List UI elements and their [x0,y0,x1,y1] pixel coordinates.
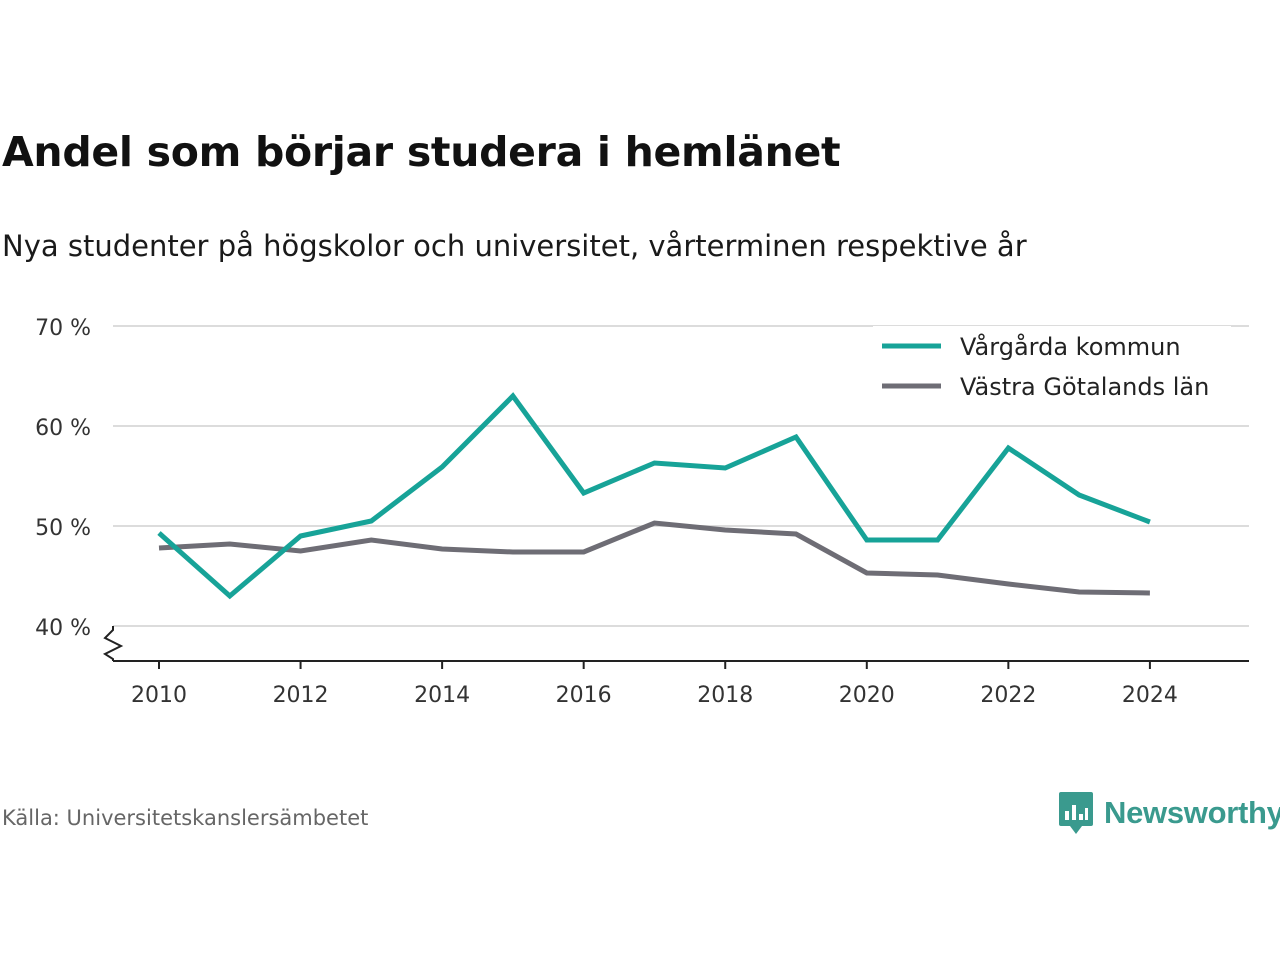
y-tick-label: 60 % [35,416,91,441]
source-note: Källa: Universitetskanslersämbetet [2,806,369,830]
x-tick-label: 2022 [980,683,1036,708]
chart-subtitle: Nya studenter på högskolor och universit… [2,229,1027,263]
series-line-2 [158,520,1150,596]
y-axis-break-icon [102,626,124,661]
brand-logo: Newsworthy [1058,790,1280,836]
brand-name: Newsworthy [1104,795,1280,830]
x-tick-label: 2020 [839,683,895,708]
legend-label-1: Vårgårda kommun [960,332,1181,361]
x-tick-label: 2016 [556,683,612,708]
legend-label-2: Västra Götalands län [960,373,1209,401]
legend-background [873,326,1231,412]
chart-title: Andel som börjar studera i hemlänet [2,128,841,176]
x-tick-label: 2010 [131,683,187,708]
x-tick-label: 2024 [1122,683,1178,708]
bar-chart-speech-bubble-icon [1059,792,1093,834]
x-tick-label: 2018 [697,683,753,708]
x-tick-label: 2012 [273,683,329,708]
y-tick-label: 50 % [35,516,91,541]
y-tick-label: 70 % [35,316,91,341]
x-tick-label: 2014 [414,683,470,708]
line-chart: Vårgårda kommun Västra Götalands län 40 %… [35,316,1249,708]
series-line-1 [157,392,1151,600]
y-tick-label: 40 % [35,616,91,641]
